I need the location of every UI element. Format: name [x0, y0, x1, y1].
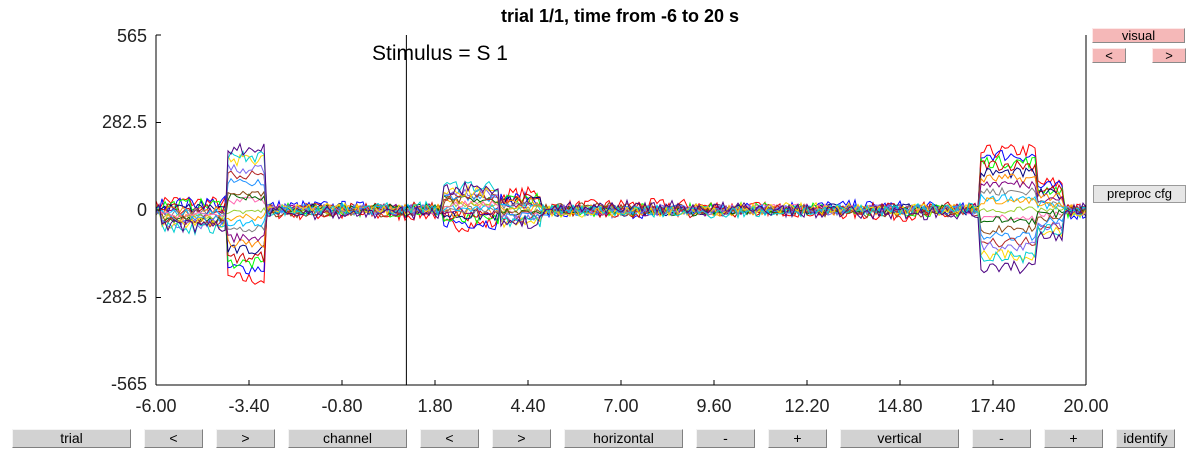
visual-prev-button[interactable]: < — [1092, 48, 1126, 63]
vertical-minus-button[interactable]: - — [972, 429, 1031, 448]
channel-next-button[interactable]: > — [492, 429, 551, 448]
x-tick-label: 9.60 — [696, 396, 732, 416]
visual-button[interactable]: visual — [1092, 28, 1185, 43]
y-tick-label: -282.5 — [95, 287, 147, 307]
x-tick-label: 7.00 — [603, 396, 639, 416]
trial-next-button[interactable]: > — [216, 429, 275, 448]
y-tick-label: 0 — [136, 200, 147, 220]
stimulus-label: Stimulus = S 1 — [372, 42, 508, 65]
trial-button[interactable]: trial — [12, 429, 131, 448]
x-tick-label: 20.00 — [1063, 396, 1109, 416]
trial-prev-button[interactable]: < — [144, 429, 203, 448]
identify-button[interactable]: identify — [1116, 429, 1175, 448]
preproc-cfg-button[interactable]: preproc cfg — [1093, 185, 1186, 203]
traces-group — [155, 142, 1087, 285]
y-tick-label: 282.5 — [101, 112, 147, 132]
visual-next-button[interactable]: > — [1152, 48, 1186, 63]
y-tick-label: -565 — [110, 374, 147, 394]
y-tick-label: 565 — [116, 26, 147, 46]
x-tick-label: 1.80 — [417, 396, 453, 416]
x-tick-label: -3.40 — [228, 396, 270, 416]
horizontal-minus-button[interactable]: - — [696, 429, 755, 448]
x-tick-label: 17.40 — [970, 396, 1016, 416]
channel-button[interactable]: channel — [288, 429, 407, 448]
x-tick-label: -0.80 — [321, 396, 363, 416]
channel-prev-button[interactable]: < — [420, 429, 479, 448]
horizontal-plus-button[interactable]: + — [768, 429, 827, 448]
x-tick-label: 12.20 — [784, 396, 830, 416]
x-tick-label: 14.80 — [877, 396, 923, 416]
x-tick-label: -6.00 — [135, 396, 177, 416]
plot-title: trial 1/1, time from -6 to 20 s — [500, 6, 740, 26]
x-tick-label: 4.40 — [510, 396, 546, 416]
vertical-button[interactable]: vertical — [840, 429, 959, 448]
horizontal-button[interactable]: horizontal — [564, 429, 683, 448]
vertical-plus-button[interactable]: + — [1044, 429, 1103, 448]
channel-trace — [155, 142, 1087, 275]
